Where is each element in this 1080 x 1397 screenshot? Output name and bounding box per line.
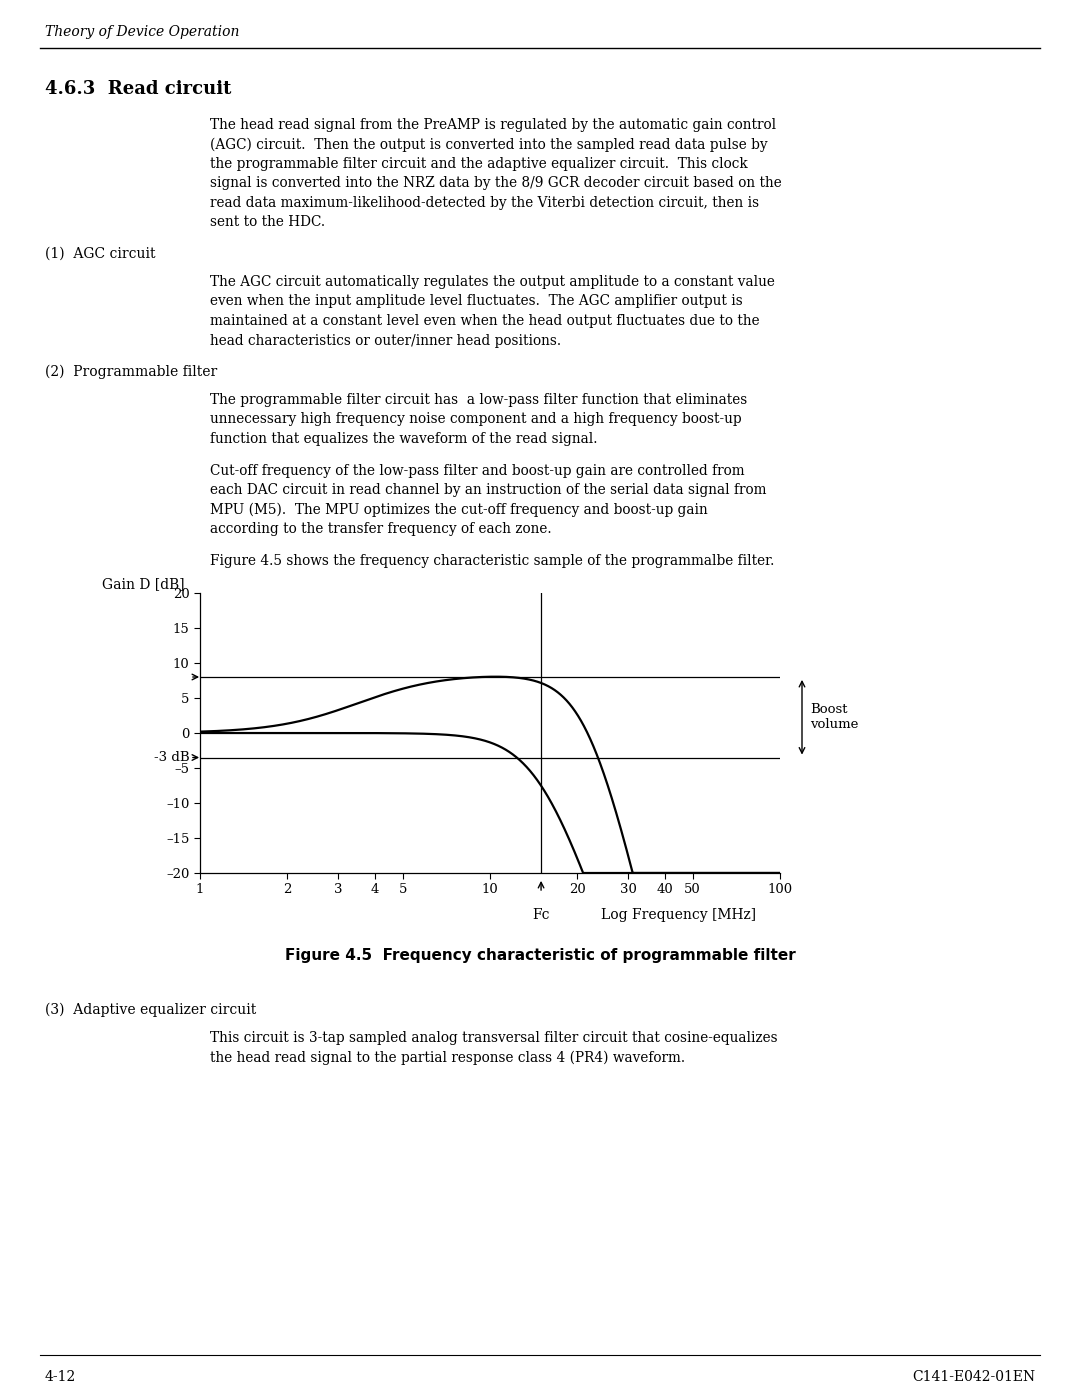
Text: 4-12: 4-12 [45, 1370, 77, 1384]
Text: signal is converted into the NRZ data by the 8/9 GCR decoder circuit based on th: signal is converted into the NRZ data by… [210, 176, 782, 190]
Text: unnecessary high frequency noise component and a high frequency boost-up: unnecessary high frequency noise compone… [210, 412, 742, 426]
Text: according to the transfer frequency of each zone.: according to the transfer frequency of e… [210, 522, 552, 536]
Text: Figure 4.5  Frequency characteristic of programmable filter: Figure 4.5 Frequency characteristic of p… [285, 949, 795, 963]
Text: This circuit is 3-tap sampled analog transversal filter circuit that cosine-equa: This circuit is 3-tap sampled analog tra… [210, 1031, 778, 1045]
Text: MPU (M5).  The MPU optimizes the cut-off frequency and boost-up gain: MPU (M5). The MPU optimizes the cut-off … [210, 503, 707, 517]
Text: each DAC circuit in read channel by an instruction of the serial data signal fro: each DAC circuit in read channel by an i… [210, 483, 767, 497]
Text: read data maximum-likelihood-detected by the Viterbi detection circuit, then is: read data maximum-likelihood-detected by… [210, 196, 759, 210]
Text: maintained at a constant level even when the head output fluctuates due to the: maintained at a constant level even when… [210, 314, 759, 328]
Text: -3 dB: -3 dB [154, 752, 190, 764]
Text: Figure 4.5 shows the frequency characteristic sample of the programmalbe filter.: Figure 4.5 shows the frequency character… [210, 553, 774, 567]
Text: The AGC circuit automatically regulates the output amplitude to a constant value: The AGC circuit automatically regulates … [210, 275, 774, 289]
Text: The programmable filter circuit has  a low-pass filter function that eliminates: The programmable filter circuit has a lo… [210, 393, 747, 407]
Text: sent to the HDC.: sent to the HDC. [210, 215, 325, 229]
Text: The head read signal from the PreAMP is regulated by the automatic gain control: The head read signal from the PreAMP is … [210, 117, 777, 131]
Text: even when the input amplitude level fluctuates.  The AGC amplifier output is: even when the input amplitude level fluc… [210, 295, 743, 309]
Text: (1)  AGC circuit: (1) AGC circuit [45, 247, 156, 261]
Text: Boost
volume: Boost volume [810, 703, 859, 731]
Text: function that equalizes the waveform of the read signal.: function that equalizes the waveform of … [210, 432, 597, 446]
Text: Fb control: Fb control [607, 665, 676, 678]
Text: (3)  Adaptive equalizer circuit: (3) Adaptive equalizer circuit [45, 1003, 256, 1017]
Text: Fc control: Fc control [467, 793, 535, 806]
Text: C141-E042-01EN: C141-E042-01EN [912, 1370, 1035, 1384]
Text: Cut-off frequency of the low-pass filter and boost-up gain are controlled from: Cut-off frequency of the low-pass filter… [210, 464, 744, 478]
Text: head characteristics or outer/inner head positions.: head characteristics or outer/inner head… [210, 334, 562, 348]
Text: (2)  Programmable filter: (2) Programmable filter [45, 365, 217, 380]
Text: the programmable filter circuit and the adaptive equalizer circuit.  This clock: the programmable filter circuit and the … [210, 156, 747, 170]
Text: Theory of Device Operation: Theory of Device Operation [45, 25, 240, 39]
Text: 4.6.3  Read circuit: 4.6.3 Read circuit [45, 80, 231, 98]
Text: (AGC) circuit.  Then the output is converted into the sampled read data pulse by: (AGC) circuit. Then the output is conver… [210, 137, 768, 152]
Text: the head read signal to the partial response class 4 (PR4) waveform.: the head read signal to the partial resp… [210, 1051, 685, 1065]
Text: Log Frequency [MHz]: Log Frequency [MHz] [602, 908, 756, 922]
Text: Fc: Fc [532, 908, 550, 922]
Text: Gain D [dB]: Gain D [dB] [103, 577, 185, 591]
